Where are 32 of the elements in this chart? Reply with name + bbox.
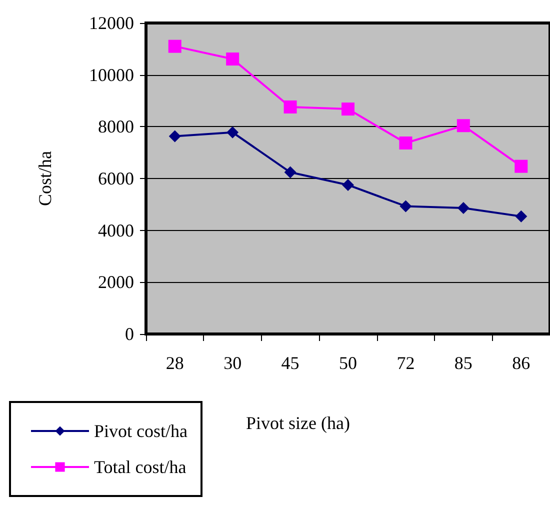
point xyxy=(168,40,182,53)
x-tick-label: 72 xyxy=(396,353,415,373)
point xyxy=(342,178,354,191)
x-axis-title: Pivot size (ha) xyxy=(246,413,350,433)
point xyxy=(456,119,470,132)
point xyxy=(284,100,297,114)
y-tick-label: 4000 xyxy=(98,220,134,240)
point xyxy=(168,130,181,142)
point xyxy=(515,210,528,222)
y-tick-label: 0 xyxy=(125,324,134,344)
y-tick-label: 6000 xyxy=(98,168,134,188)
point xyxy=(226,126,239,138)
y-axis-title: Cost/ha xyxy=(35,150,55,206)
point xyxy=(399,136,412,150)
x-tick-label: 50 xyxy=(339,353,357,373)
y-tick-label: 10000 xyxy=(89,64,134,85)
x-tick-label: 28 xyxy=(166,353,184,373)
point xyxy=(226,52,240,66)
x-tick-label: 45 xyxy=(281,353,300,373)
point xyxy=(457,202,470,214)
legend-label: Pivot cost/ha xyxy=(94,421,188,441)
x-tick-label: 86 xyxy=(512,353,530,373)
legend-label: Total cost/ha xyxy=(94,457,186,477)
point xyxy=(400,200,412,212)
y-tick-label: 2000 xyxy=(98,272,134,292)
point xyxy=(342,102,354,116)
y-tick-label: 12000 xyxy=(89,13,134,33)
x-tick-label: 30 xyxy=(224,353,242,373)
y-tick-label: 8000 xyxy=(98,116,134,137)
x-tick-label: 85 xyxy=(454,353,472,373)
point xyxy=(514,160,528,173)
point xyxy=(284,166,296,178)
